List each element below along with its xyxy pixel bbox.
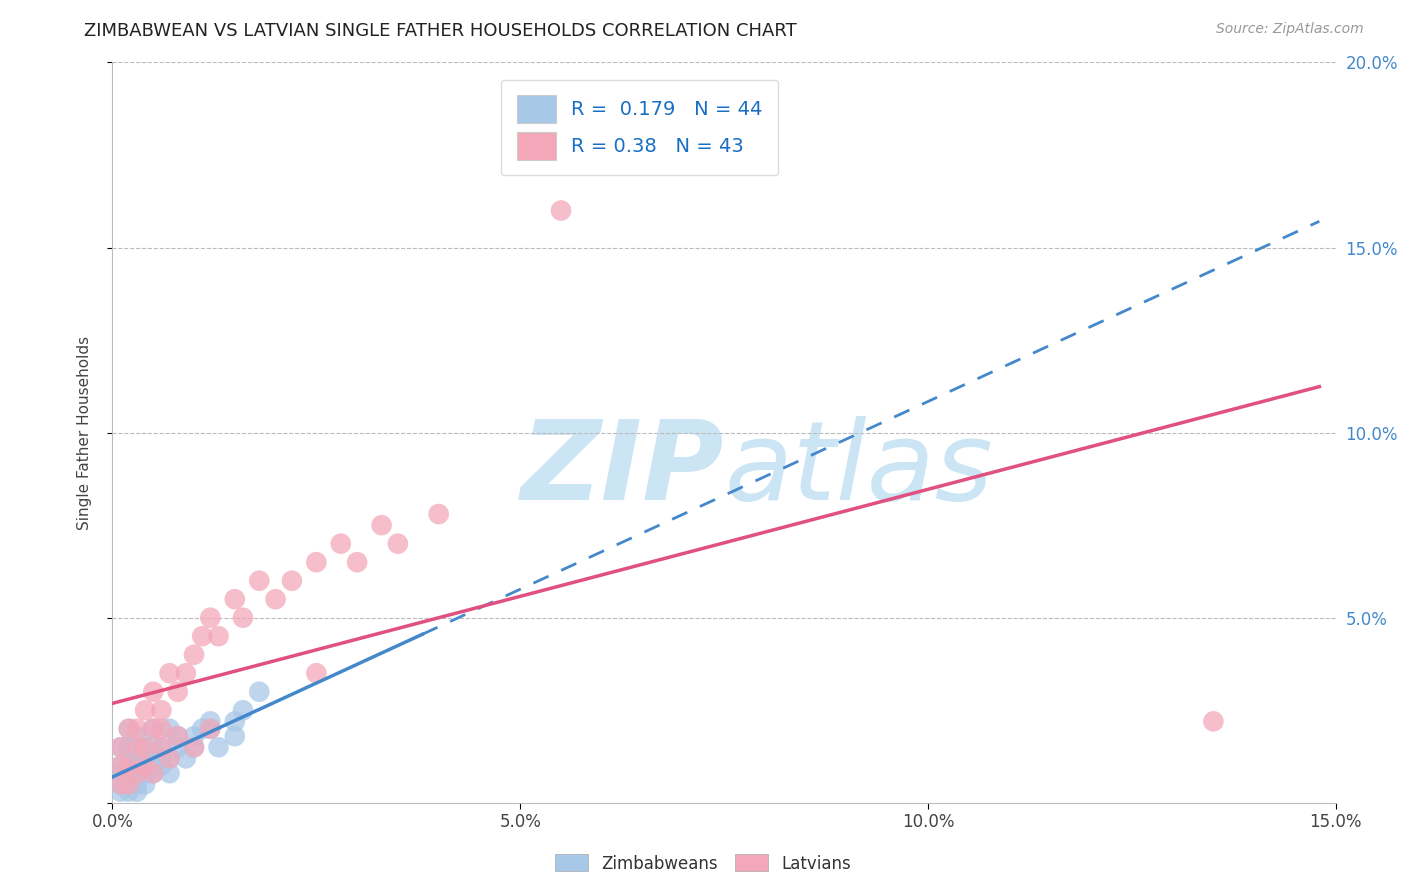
Point: [110, 785, 132, 799]
Point: [427, 507, 450, 521]
Point: [183, 648, 205, 662]
Point: [305, 666, 328, 681]
Point: [118, 766, 141, 780]
Text: atlas: atlas: [724, 417, 993, 523]
Point: [134, 777, 156, 791]
Point: [110, 740, 132, 755]
Point: [125, 777, 148, 791]
Point: [125, 722, 148, 736]
Point: [550, 203, 572, 218]
Point: [183, 740, 205, 755]
Point: [142, 766, 165, 780]
Point: [142, 722, 165, 736]
Legend: Zimbabweans, Latvians: Zimbabweans, Latvians: [548, 847, 858, 880]
Point: [110, 777, 132, 791]
Point: [118, 758, 141, 772]
Point: [159, 722, 181, 736]
Point: [118, 785, 141, 799]
Point: [142, 758, 165, 772]
Point: [159, 666, 181, 681]
Point: [125, 758, 148, 772]
Point: [142, 722, 165, 736]
Point: [166, 729, 188, 743]
Point: [118, 722, 141, 736]
Point: [142, 740, 165, 755]
Point: [329, 537, 352, 551]
Point: [305, 555, 328, 569]
Point: [166, 740, 188, 755]
Point: [200, 722, 222, 736]
Point: [200, 722, 222, 736]
Point: [281, 574, 304, 588]
Point: [232, 703, 254, 717]
Point: [247, 685, 270, 699]
Text: ZIP: ZIP: [520, 417, 724, 523]
Point: [125, 766, 148, 780]
Point: [346, 555, 368, 569]
Point: [247, 574, 270, 588]
Point: [174, 666, 197, 681]
Point: [183, 740, 205, 755]
Point: [110, 766, 132, 780]
Point: [370, 518, 392, 533]
Point: [387, 537, 409, 551]
Point: [134, 740, 156, 755]
Point: [1202, 714, 1225, 729]
Point: [110, 758, 132, 772]
Point: [142, 685, 165, 699]
Point: [125, 766, 148, 780]
Point: [134, 751, 156, 765]
Point: [183, 729, 205, 743]
Point: [118, 777, 141, 791]
Point: [134, 758, 156, 772]
Point: [125, 729, 148, 743]
Point: [118, 758, 141, 772]
Point: [118, 777, 141, 791]
Point: [118, 722, 141, 736]
Y-axis label: Single Father Households: Single Father Households: [77, 335, 91, 530]
Point: [125, 751, 148, 765]
Legend: R =  0.179   N = 44, R = 0.38   N = 43: R = 0.179 N = 44, R = 0.38 N = 43: [502, 79, 779, 176]
Point: [150, 751, 173, 765]
Point: [200, 611, 222, 625]
Point: [150, 703, 173, 717]
Point: [191, 722, 214, 736]
Point: [159, 766, 181, 780]
Point: [150, 758, 173, 772]
Point: [159, 751, 181, 765]
Point: [224, 592, 246, 607]
Text: Source: ZipAtlas.com: Source: ZipAtlas.com: [1216, 22, 1364, 37]
Point: [166, 685, 188, 699]
Point: [134, 703, 156, 717]
Point: [110, 758, 132, 772]
Point: [110, 740, 132, 755]
Point: [191, 629, 214, 643]
Point: [125, 785, 148, 799]
Point: [264, 592, 287, 607]
Point: [224, 729, 246, 743]
Point: [110, 777, 132, 791]
Point: [134, 740, 156, 755]
Point: [174, 751, 197, 765]
Point: [134, 766, 156, 780]
Point: [125, 740, 148, 755]
Point: [142, 766, 165, 780]
Point: [207, 629, 229, 643]
Point: [159, 751, 181, 765]
Point: [150, 722, 173, 736]
Point: [150, 740, 173, 755]
Point: [224, 714, 246, 729]
Point: [150, 740, 173, 755]
Point: [207, 740, 229, 755]
Text: ZIMBABWEAN VS LATVIAN SINGLE FATHER HOUSEHOLDS CORRELATION CHART: ZIMBABWEAN VS LATVIAN SINGLE FATHER HOUS…: [84, 22, 797, 40]
Point: [200, 714, 222, 729]
Point: [166, 729, 188, 743]
Point: [232, 611, 254, 625]
Point: [118, 740, 141, 755]
